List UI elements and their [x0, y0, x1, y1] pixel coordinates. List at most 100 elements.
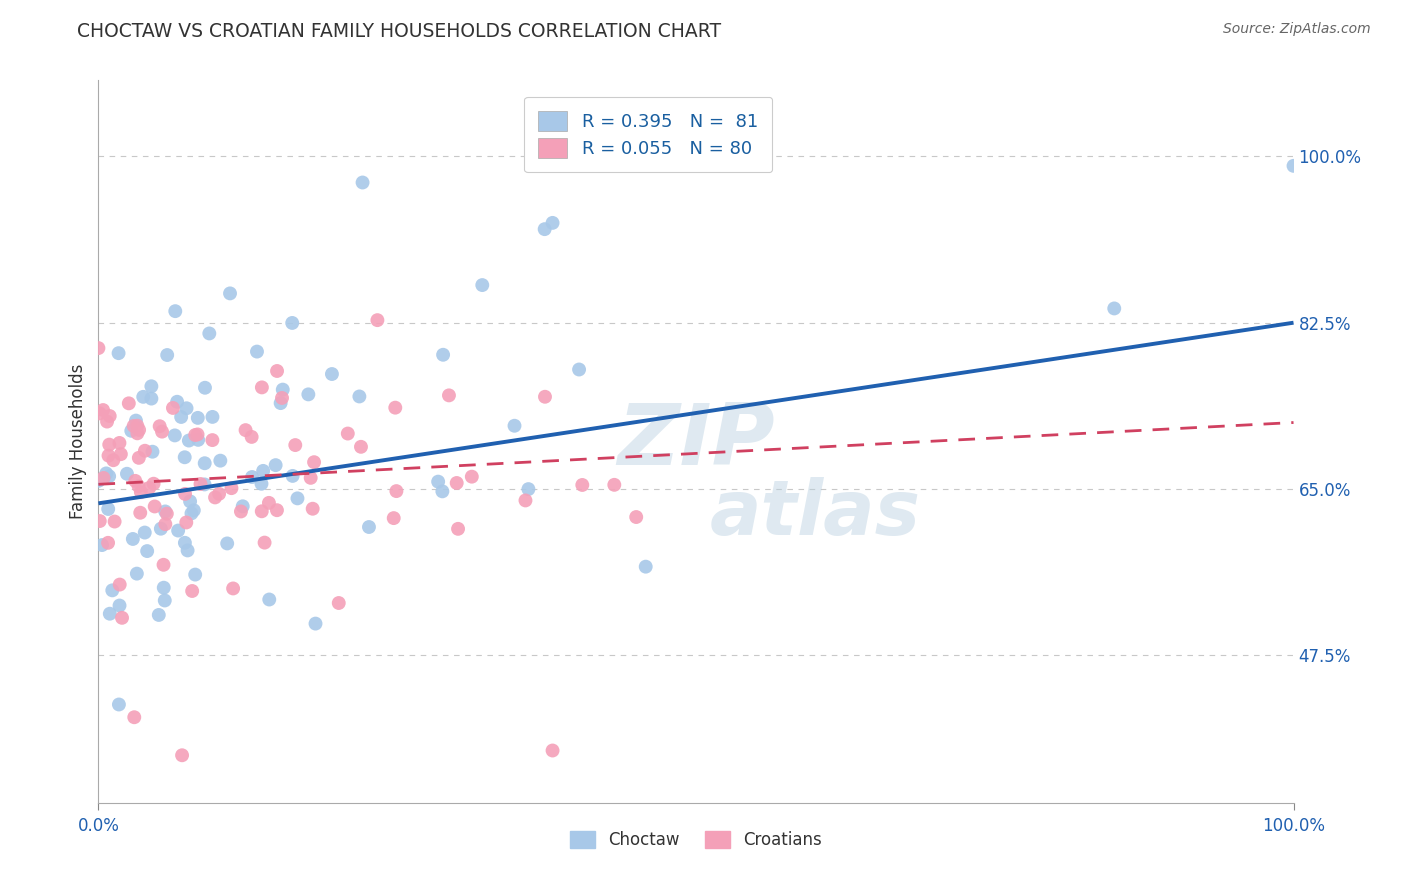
Point	[134, 525, 156, 540]
Point	[149, 419, 172, 434]
Point	[101, 583, 124, 598]
Point	[108, 577, 131, 591]
Point	[128, 479, 150, 493]
Point	[259, 592, 281, 607]
Point	[176, 543, 198, 558]
Text: ZIP: ZIP	[617, 400, 775, 483]
Point	[97, 449, 120, 463]
Point	[626, 510, 648, 524]
Point	[172, 748, 194, 763]
Point	[190, 477, 212, 491]
Point	[193, 477, 215, 491]
Point	[603, 478, 626, 492]
Point	[287, 491, 309, 506]
Point	[281, 316, 304, 330]
Point	[97, 536, 120, 550]
Point	[427, 475, 450, 489]
Text: atlas: atlas	[710, 477, 921, 550]
Point	[124, 710, 146, 724]
Point	[108, 698, 131, 712]
Point	[174, 536, 197, 550]
Point	[541, 216, 564, 230]
Point	[150, 425, 173, 439]
Point	[174, 487, 197, 501]
Point	[89, 514, 111, 528]
Point	[127, 418, 149, 433]
Text: CHOCTAW VS CROATIAN FAMILY HOUSEHOLDS CORRELATION CHART: CHOCTAW VS CROATIAN FAMILY HOUSEHOLDS CO…	[77, 22, 721, 41]
Point	[232, 500, 254, 514]
Point	[219, 286, 242, 301]
Point	[352, 176, 374, 190]
Point	[141, 392, 163, 406]
Point	[87, 474, 110, 488]
Point	[187, 410, 209, 425]
Point	[366, 313, 388, 327]
Point	[104, 515, 127, 529]
Point	[503, 418, 526, 433]
Point	[533, 222, 555, 236]
Point	[240, 430, 263, 444]
Point	[1282, 159, 1305, 173]
Point	[246, 344, 269, 359]
Y-axis label: Family Households: Family Households	[69, 364, 87, 519]
Point	[143, 500, 166, 514]
Point	[297, 387, 319, 401]
Point	[184, 567, 207, 582]
Point	[208, 487, 231, 501]
Point	[328, 596, 350, 610]
Point	[138, 481, 160, 495]
Point	[571, 478, 593, 492]
Point	[128, 423, 150, 437]
Point	[201, 409, 224, 424]
Point	[118, 396, 141, 410]
Text: Source: ZipAtlas.com: Source: ZipAtlas.com	[1223, 22, 1371, 37]
Point	[184, 428, 207, 442]
Point	[97, 502, 120, 516]
Point	[250, 380, 273, 394]
Point	[91, 403, 114, 417]
Point	[110, 447, 132, 461]
Point	[166, 394, 188, 409]
Point	[250, 504, 273, 518]
Point	[229, 504, 252, 518]
Point	[103, 453, 125, 467]
Point	[252, 464, 274, 478]
Point	[181, 584, 204, 599]
Point	[183, 503, 205, 517]
Point	[432, 484, 454, 499]
Point	[177, 434, 200, 448]
Point	[257, 496, 280, 510]
Point	[301, 501, 323, 516]
Point	[201, 433, 224, 447]
Point	[176, 401, 198, 416]
Point	[141, 444, 163, 458]
Point	[385, 484, 408, 499]
Point	[302, 455, 325, 469]
Point	[129, 506, 152, 520]
Point	[98, 409, 121, 423]
Point	[132, 390, 155, 404]
Point	[148, 607, 170, 622]
Point	[165, 304, 187, 318]
Point	[170, 409, 193, 424]
Point	[517, 482, 540, 496]
Point	[357, 520, 380, 534]
Point	[541, 743, 564, 757]
Point	[384, 401, 406, 415]
Point	[167, 524, 190, 538]
Point	[304, 616, 326, 631]
Point	[155, 504, 177, 518]
Point	[222, 582, 245, 596]
Point	[124, 474, 146, 488]
Point	[350, 440, 373, 454]
Point	[264, 458, 287, 472]
Point	[125, 414, 148, 428]
Point	[128, 450, 150, 465]
Point	[96, 467, 118, 481]
Point	[91, 538, 114, 552]
Point	[266, 364, 288, 378]
Point	[134, 443, 156, 458]
Point	[111, 611, 134, 625]
Point	[187, 433, 209, 447]
Point	[1104, 301, 1126, 316]
